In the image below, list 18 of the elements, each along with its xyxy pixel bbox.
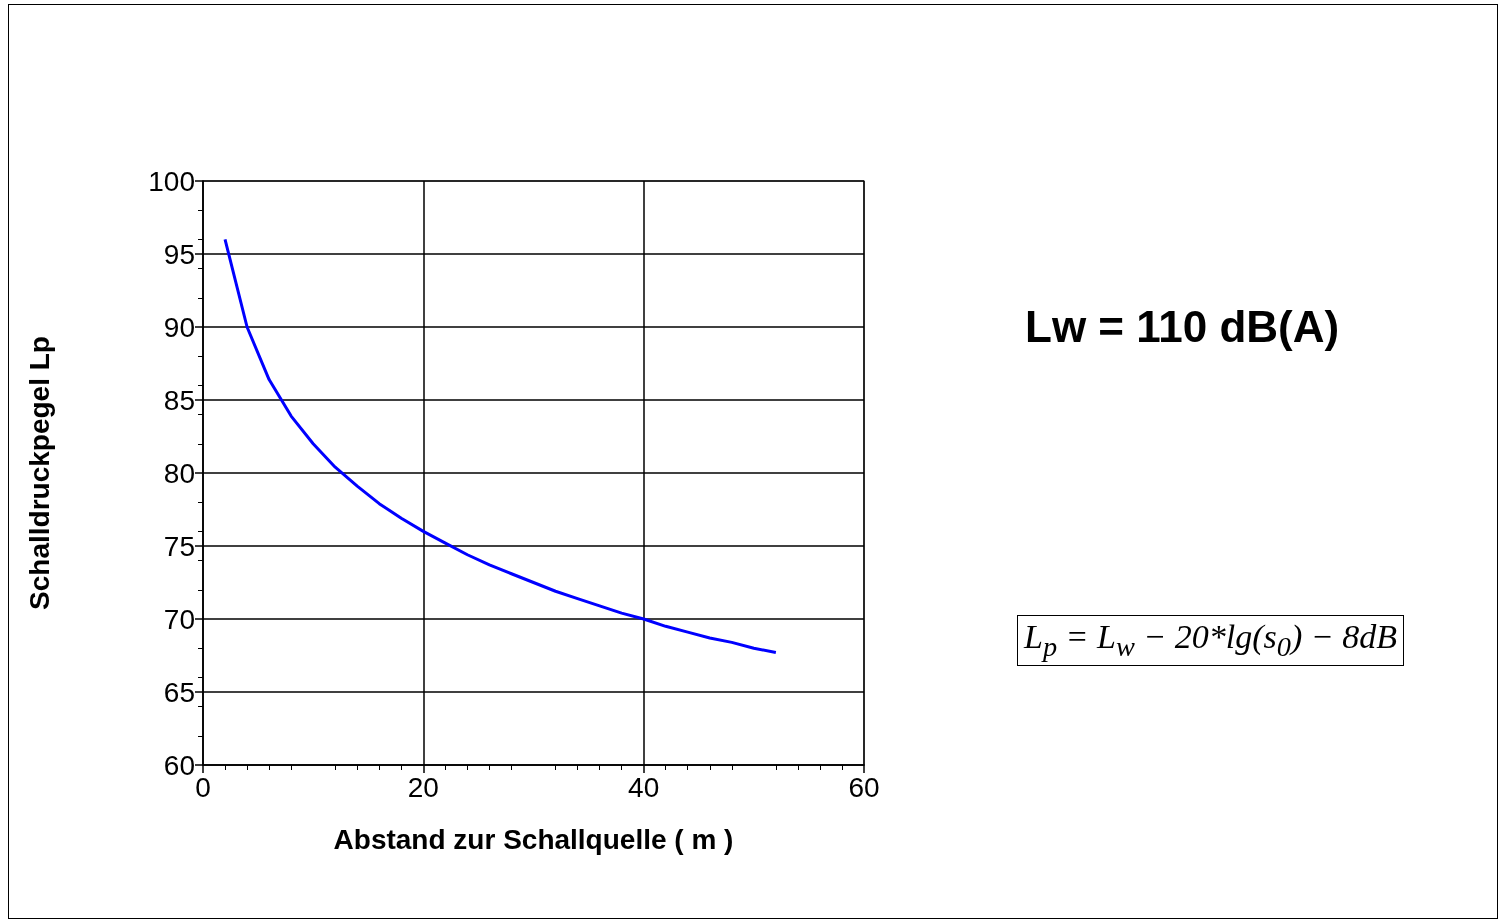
y-tick-label: 90 (163, 311, 195, 343)
y-tick-label: 80 (163, 457, 195, 489)
y-tick-label: 60 (163, 749, 195, 781)
text: L$_{p}$ = L$_{w}$ − 20*lg(s$_{0}$) − 8dB (1017, 615, 1405, 666)
y-axis-title: Schalldruckpegel Lp (23, 336, 55, 610)
x-tick-label: 40 (628, 771, 660, 803)
x-tick-label: 0 (195, 771, 211, 803)
x-axis-title: Abstand zur Schallquelle ( m ) (333, 823, 734, 855)
y-tick-label: 100 (148, 165, 195, 197)
y-tick-label: 75 (163, 530, 195, 562)
y-tick-label: 70 (163, 603, 195, 635)
x-tick-label: 20 (407, 771, 439, 803)
y-tick-label: 85 (163, 384, 195, 416)
x-tick-label: 60 (848, 771, 880, 803)
text: Lw = 110 dB(A) (1025, 302, 1340, 352)
y-tick-label: 95 (163, 238, 195, 270)
y-tick-label: 65 (163, 676, 195, 708)
line-series (223, 237, 778, 655)
